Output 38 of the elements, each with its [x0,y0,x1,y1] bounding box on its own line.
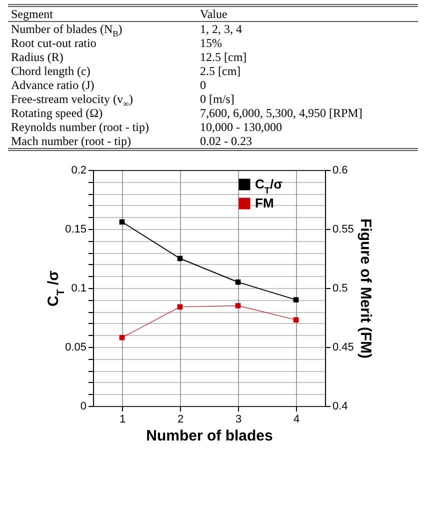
y-tick-label: 0.05 [65,342,86,354]
text: Root cut-out ratio [11,36,96,50]
legend-label: C$_{T}$/σ [255,176,283,196]
x-tick-label: 1 [119,414,126,426]
text: 0.02 - 0.23 [199,134,253,150]
text: 0 [m/s] [199,92,236,106]
y-tick-label: 0.1 [71,282,86,294]
y-tick-label: 0 [80,400,86,412]
text: Rotating speed (Ω) [11,106,103,120]
text: 0 [199,78,207,92]
legend-label: FM [255,196,274,210]
text: Advance ratio (J) [10,78,96,92]
y-tick-label: 0.15 [65,224,86,236]
text: 10,000 - 130,000 [199,120,283,134]
text: 15% [199,36,223,50]
text: Segment [8,6,197,22]
x-tick-label: 3 [235,414,242,426]
y-tick-label: 0.2 [71,164,86,176]
text: 7,600, 6,000, 5,300, 4,950 [RPM] [199,106,364,120]
y2-axis-title: Figure of Merit (FM) [356,218,374,358]
y2-tick-label: 0.4 [332,400,348,412]
text: Free-stream velocity (v$_{∞}$) [10,92,134,108]
text: Chord length (c) [10,64,92,78]
text: Number of blades (N$_{B}$) [10,22,124,38]
y2-tick-label: 0.55 [332,224,354,236]
text: 12.5 [cm] [199,50,248,64]
text: Radius (R) [10,50,64,64]
text: Mach number (root - tip) [10,134,132,150]
x-tick-label: 2 [177,414,184,426]
x-axis-title: Number of blades [146,428,273,444]
y2-tick-label: 0.5 [332,282,348,294]
text: Value [197,6,418,22]
x-tick-label: 4 [293,414,300,426]
text: 2.5 [cm] [199,64,242,78]
y2-tick-label: 0.45 [332,342,354,354]
text: Reynolds number (root - tip) [10,120,150,134]
y2-tick-label: 0.6 [332,164,348,176]
text: 1, 2, 3, 4 [199,22,243,36]
